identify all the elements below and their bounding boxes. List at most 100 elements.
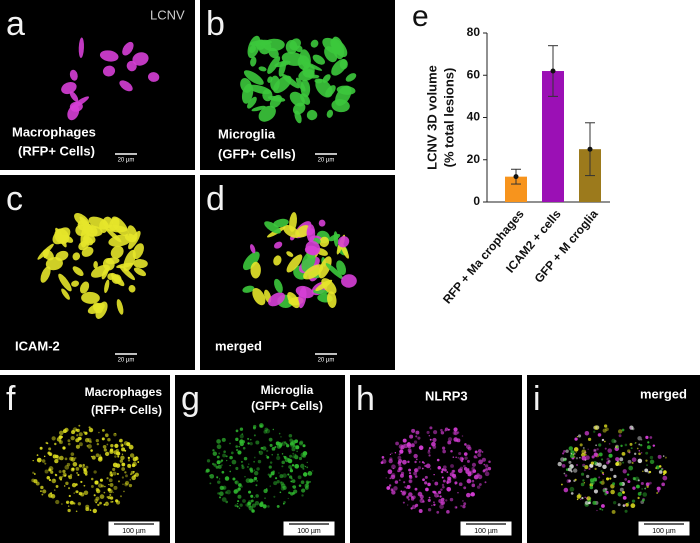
- dot: [632, 486, 636, 490]
- dot: [75, 438, 80, 443]
- dot: [285, 442, 288, 445]
- dot: [595, 425, 600, 430]
- dot: [627, 449, 631, 453]
- dot: [444, 429, 447, 432]
- dot: [273, 495, 276, 498]
- dot: [582, 479, 585, 482]
- dot: [563, 487, 569, 493]
- dot: [216, 460, 221, 465]
- dot: [122, 483, 124, 486]
- blob: [315, 78, 333, 98]
- blob: [78, 37, 84, 58]
- dot: [593, 489, 599, 494]
- blob: [116, 262, 134, 269]
- dot: [445, 499, 448, 502]
- dot: [59, 455, 64, 461]
- dot: [234, 480, 239, 485]
- dot: [470, 492, 475, 497]
- dot: [433, 430, 438, 435]
- dot: [43, 455, 46, 458]
- dot: [77, 502, 82, 506]
- dot: [302, 444, 306, 448]
- dot: [124, 471, 127, 474]
- dot: [624, 509, 628, 513]
- dot: [229, 455, 233, 460]
- dot: [584, 430, 590, 436]
- dot: [446, 486, 452, 492]
- dot: [590, 480, 595, 485]
- blob: [250, 244, 256, 254]
- dot: [107, 437, 111, 442]
- blob: [55, 227, 67, 248]
- dot: [116, 472, 119, 476]
- dot: [84, 473, 88, 476]
- dot: [640, 452, 643, 454]
- dot: [602, 428, 607, 433]
- scale-label: 20 µm: [318, 158, 335, 164]
- blob: [303, 264, 324, 280]
- dot: [615, 457, 620, 462]
- dot: [89, 440, 92, 444]
- dot: [454, 481, 458, 485]
- dot: [125, 474, 128, 478]
- dot: [70, 467, 75, 472]
- dot: [413, 440, 418, 444]
- dot: [617, 461, 622, 466]
- dot: [281, 465, 284, 468]
- dot: [612, 482, 616, 486]
- dot: [429, 426, 433, 430]
- dot: [619, 457, 624, 462]
- blob: [61, 82, 77, 95]
- image-content: [242, 212, 357, 309]
- dot: [253, 470, 259, 476]
- dot: [635, 442, 637, 444]
- blob: [55, 250, 69, 261]
- dot: [630, 503, 636, 509]
- blob: [69, 91, 79, 102]
- dot: [67, 508, 71, 513]
- dot: [662, 475, 668, 481]
- dot: [446, 471, 449, 473]
- dot: [417, 436, 421, 440]
- dot: [244, 476, 246, 478]
- dot: [266, 449, 269, 453]
- dot: [239, 434, 244, 439]
- dot: [114, 455, 117, 458]
- dot: [576, 464, 579, 467]
- dot: [124, 480, 130, 486]
- dot: [253, 469, 256, 471]
- dot: [304, 465, 307, 468]
- dot: [389, 477, 392, 480]
- blob: [116, 299, 124, 315]
- dot: [54, 473, 57, 476]
- dot: [425, 487, 429, 492]
- dot: [255, 484, 258, 487]
- dot: [209, 482, 212, 485]
- dot: [464, 443, 467, 446]
- dot: [476, 485, 481, 489]
- dot: [127, 463, 132, 468]
- dot: [67, 475, 71, 478]
- dot: [560, 457, 565, 462]
- dot: [637, 436, 642, 441]
- dot: [621, 451, 626, 456]
- dot: [581, 497, 584, 500]
- dot: [308, 480, 311, 483]
- dot: [48, 468, 52, 472]
- dot: [402, 438, 407, 443]
- dot: [50, 470, 54, 474]
- blob: [251, 105, 266, 112]
- dot: [110, 473, 113, 477]
- dot: [645, 482, 650, 487]
- dot: [55, 485, 59, 488]
- dot: [410, 443, 415, 448]
- dot: [278, 432, 281, 435]
- dot: [427, 450, 431, 454]
- dot: [431, 441, 436, 447]
- blob: [101, 267, 109, 280]
- dot: [32, 471, 35, 474]
- blob: [335, 85, 352, 106]
- dot: [459, 456, 464, 462]
- dot: [237, 494, 242, 499]
- dot: [584, 453, 587, 456]
